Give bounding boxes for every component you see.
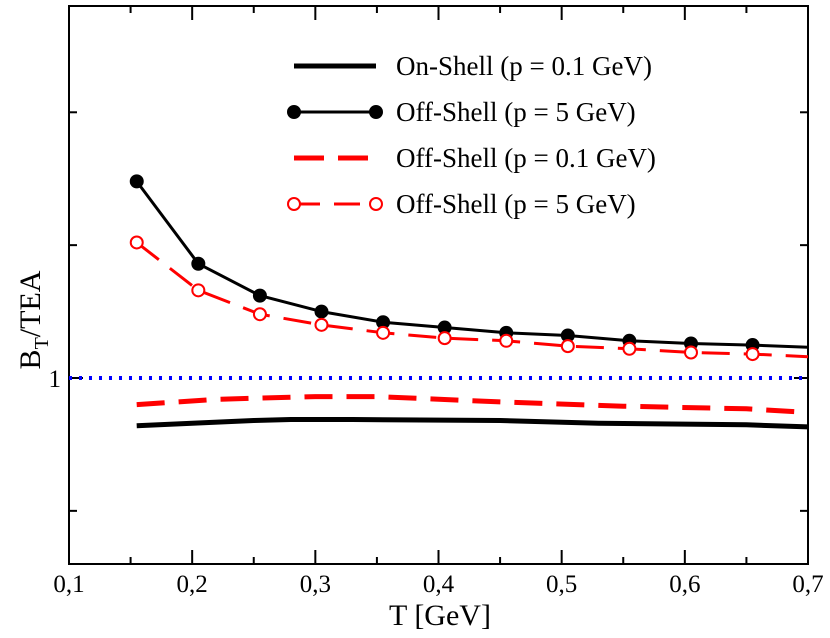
x-tick-label: 0,1 (53, 571, 84, 598)
y-axis-title: BT/TEA (14, 270, 53, 369)
legend-marker (287, 197, 301, 211)
series-line (136, 394, 809, 415)
legend: On-Shell (p = 0.1 GeV) Off-Shell (p = 5 G… (287, 51, 656, 219)
series-layer (69, 174, 809, 430)
series-line (135, 180, 809, 349)
legend-label: On-Shell (p = 0.1 GeV) (396, 51, 652, 81)
x-axis-title: T [GeV] (389, 599, 491, 632)
series-line (136, 417, 809, 430)
legend-entry: Off-Shell (p = 0.1 GeV) (294, 143, 656, 173)
series-0 (136, 417, 809, 430)
data-point (191, 283, 206, 298)
legend-entry: Off-Shell (p = 5 GeV) (287, 189, 636, 219)
y-tick-label: 1 (49, 366, 62, 393)
legend-marker (287, 105, 301, 119)
data-point (252, 307, 267, 322)
data-point (129, 235, 144, 250)
data-point (376, 325, 391, 340)
data-point (252, 288, 267, 303)
legend-label: Off-Shell (p = 5 GeV) (396, 97, 636, 127)
data-point (622, 341, 637, 356)
x-tick-label: 0,2 (177, 571, 208, 598)
legend-marker (369, 105, 383, 119)
plot-area (68, 5, 809, 565)
y-axis-title-subscript: T (31, 337, 53, 349)
legend-entry: On-Shell (p = 0.1 GeV) (294, 51, 652, 81)
data-point (683, 345, 698, 360)
series-line (135, 241, 809, 359)
x-tick-label: 0,5 (546, 571, 577, 598)
data-point (129, 174, 144, 189)
data-point (499, 333, 514, 348)
tick-labels: 0,1 0,2 0,3 0,4 0,5 0,6 0,7 1 (49, 366, 824, 598)
x-tick-label: 0,3 (300, 571, 331, 598)
data-point (437, 331, 452, 346)
plot-frame (68, 5, 809, 565)
x-tick-label: 0,6 (669, 571, 700, 598)
legend-marker (369, 197, 383, 211)
data-point (191, 256, 206, 271)
y-axis-title-suffix: /TEA (14, 270, 47, 337)
legend-entry: Off-Shell (p = 5 GeV) (287, 97, 636, 127)
x-tick-label: 0,4 (423, 571, 455, 598)
series-2 (136, 394, 809, 415)
legend-label: Off-Shell (p = 0.1 GeV) (396, 143, 656, 173)
data-point (314, 304, 329, 319)
legend-label: Off-Shell (p = 5 GeV) (396, 189, 636, 219)
series-3 (129, 235, 809, 362)
axis-ticks (68, 6, 809, 564)
data-point (745, 347, 760, 362)
data-point (314, 317, 329, 332)
y-axis-title-main: B (14, 349, 47, 369)
x-tick-label: 0,7 (792, 571, 823, 598)
data-point (560, 339, 575, 354)
